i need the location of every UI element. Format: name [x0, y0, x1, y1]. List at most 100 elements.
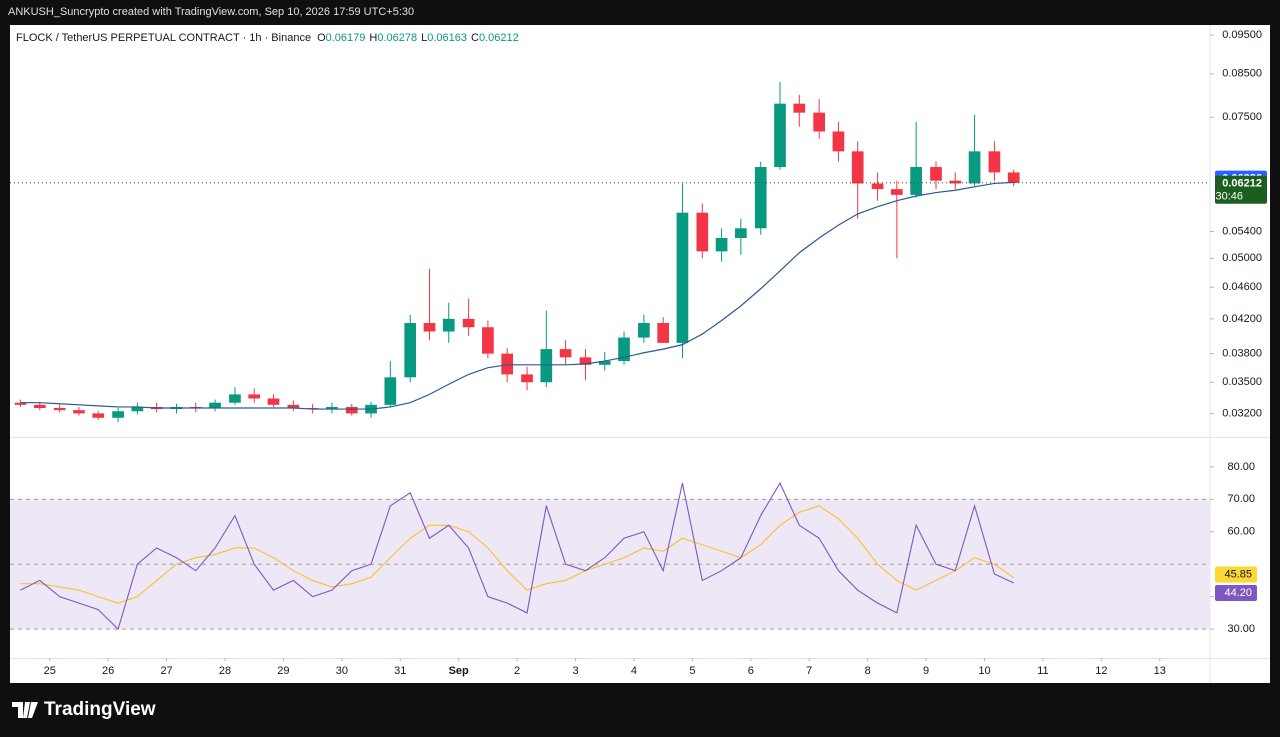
candle-body: [930, 167, 942, 181]
candle-body: [209, 402, 221, 409]
candle-body: [33, 404, 46, 409]
symbol-title: FLOCK / TetherUS PERPETUAL CONTRACT · 1h…: [16, 32, 312, 44]
candle-body: [131, 406, 144, 412]
y-tick-label: 0.04600: [1222, 281, 1262, 293]
candle-body: [949, 180, 962, 184]
candle-body: [988, 151, 1001, 173]
x-tick-label: 7: [806, 665, 812, 677]
y-tick-label: 0.03500: [1222, 376, 1262, 388]
ohlc-key: O: [317, 32, 326, 44]
symbol-legend: FLOCK / TetherUS PERPETUAL CONTRACT · 1h…: [16, 32, 523, 44]
candle-body: [326, 406, 338, 410]
candle-body: [384, 377, 397, 405]
y-tick-label: 0.05000: [1222, 252, 1262, 264]
x-tick-label: 9: [923, 665, 929, 677]
x-tick-label: 5: [689, 665, 695, 677]
last-value-label: 44.20: [1224, 587, 1252, 599]
y-tick-label: 0.09500: [1222, 29, 1262, 41]
y-tick-label: 80.00: [1227, 461, 1255, 473]
ohlc-value: 0.06278: [377, 32, 418, 44]
candle-body: [715, 237, 728, 252]
candle-body: [521, 374, 533, 383]
brand-name: TradingView: [44, 699, 156, 720]
candle-body: [910, 167, 922, 195]
x-tick-label: 6: [748, 665, 754, 677]
candle-body: [851, 151, 864, 184]
candle-body: [287, 404, 300, 409]
x-tick-label: 10: [978, 665, 990, 677]
ohlc-key: C: [471, 32, 479, 44]
last-value-label: 45.85: [1224, 569, 1252, 581]
x-tick-label: 28: [219, 665, 231, 677]
candle-body: [579, 357, 592, 365]
candle-body: [618, 337, 630, 362]
candle-body: [774, 103, 786, 168]
candle-body: [404, 323, 417, 378]
x-tick-label: 31: [394, 665, 406, 677]
candle-body: [754, 167, 767, 229]
x-tick-label: 11: [1037, 665, 1048, 677]
x-tick-label: 3: [572, 665, 578, 677]
candle-body: [1007, 172, 1020, 183]
x-tick-label: 8: [865, 665, 871, 677]
y-tick-label: 0.03200: [1222, 407, 1262, 419]
x-tick-label: 29: [277, 665, 289, 677]
ohlc-value: 0.06212: [478, 32, 519, 44]
candle-body: [540, 349, 553, 383]
candle-body: [501, 353, 514, 375]
y-tick-label: 0.03800: [1222, 348, 1262, 360]
last-price-box: [1215, 175, 1267, 204]
candle-body: [345, 406, 358, 414]
x-tick-label: 12: [1095, 665, 1107, 677]
ohlc-key: L: [421, 32, 428, 44]
rsi-line: [20, 481, 1014, 631]
ohlc-value: 0.06179: [325, 32, 366, 44]
ohlc-value: 0.06163: [427, 32, 467, 44]
candle-body: [248, 394, 261, 399]
candle-body: [482, 327, 494, 354]
caption: ANKUSH_Suncrypto created with TradingVie…: [8, 6, 415, 18]
y-tick-label: 0.07500: [1222, 111, 1262, 123]
candle-body: [735, 228, 747, 238]
ohlc-key: H: [369, 32, 378, 44]
candle-body: [267, 398, 280, 405]
candle-body: [813, 112, 825, 132]
x-tick-label: 27: [160, 665, 172, 677]
candle-body: [832, 131, 845, 152]
candle-body: [92, 413, 105, 418]
candle-body: [871, 183, 884, 190]
candle-body: [559, 349, 572, 358]
y-tick-label: 70.00: [1227, 493, 1255, 505]
y-tick-label: 0.08500: [1222, 68, 1262, 80]
candle-body: [696, 212, 709, 252]
y-tick-label: 0.05400: [1222, 225, 1262, 237]
x-tick-label: 25: [44, 665, 56, 677]
candle-body: [676, 212, 689, 343]
last-value-box: [1215, 566, 1257, 583]
x-tick-label: Sep: [449, 665, 469, 677]
candle-body: [73, 410, 85, 414]
x-tick-label: 30: [336, 665, 348, 677]
moving-average: [20, 181, 1014, 410]
brand-logo: TradingView: [12, 699, 156, 721]
countdown-label: 30:46: [1215, 191, 1243, 203]
candle-body: [793, 103, 806, 113]
candle-body: [657, 323, 670, 343]
candle-body: [112, 411, 124, 418]
candle-body: [442, 318, 455, 332]
x-tick-label: 2: [514, 665, 520, 677]
x-tick-label: 13: [1154, 665, 1166, 677]
candle-body: [423, 323, 436, 332]
candle-body: [638, 323, 650, 338]
candle-body: [53, 408, 66, 411]
candle-body: [462, 318, 475, 328]
x-tick-label: 26: [102, 665, 114, 677]
last-value-box: [1215, 585, 1257, 602]
logo-icon: [12, 702, 38, 718]
candle-body: [598, 361, 611, 365]
candle-body: [891, 189, 903, 195]
candle-body: [968, 151, 981, 184]
rsi-line: [20, 505, 1015, 604]
last-price-label: 0.06212: [1222, 178, 1262, 190]
y-tick-label: 30.00: [1227, 623, 1255, 635]
